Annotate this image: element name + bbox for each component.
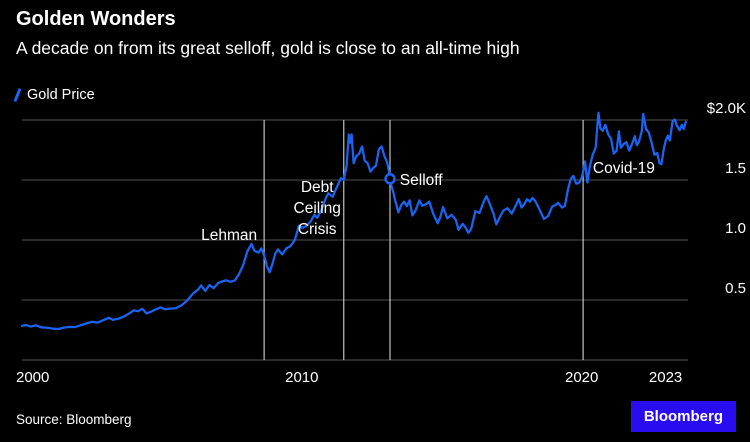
x-tick-label: 2010 xyxy=(285,369,318,386)
annotation-selloff: Selloff xyxy=(400,172,443,189)
y-tick-label: 1.0 xyxy=(725,220,746,237)
annotation-covid-19: Covid-19 xyxy=(593,160,655,177)
bloomberg-logo: Bloomberg xyxy=(630,401,736,432)
x-tick-label: 2000 xyxy=(16,369,49,386)
gold-price-line xyxy=(20,111,687,331)
y-tick-label: 0.5 xyxy=(725,280,746,297)
bloomberg-logo-text: Bloomberg xyxy=(643,408,723,425)
chart-subtitle: A decade on from its great selloff, gold… xyxy=(16,38,520,58)
chart-title: Golden Wonders xyxy=(16,8,176,30)
source-label: Source: Bloomberg xyxy=(16,412,132,427)
annotation-lehman: Lehman xyxy=(201,227,257,244)
gold-price-series-icon xyxy=(13,87,22,103)
legend-label: Gold Price xyxy=(27,87,95,103)
selloff-marker xyxy=(384,173,396,185)
legend: Gold Price xyxy=(13,87,95,103)
y-tick-label: 1.5 xyxy=(725,160,746,177)
y-tick-label: $2.0K xyxy=(707,102,746,117)
gold-price-chart: Lehman Debt Ceiling Crisis Selloff Covid-19 $2… xyxy=(16,102,746,386)
x-tick-label: 2020 xyxy=(565,369,598,386)
annotation-debt-ceiling-crisis: Debt Ceiling Crisis xyxy=(294,179,341,238)
x-tick-label: 2023 xyxy=(649,369,682,386)
